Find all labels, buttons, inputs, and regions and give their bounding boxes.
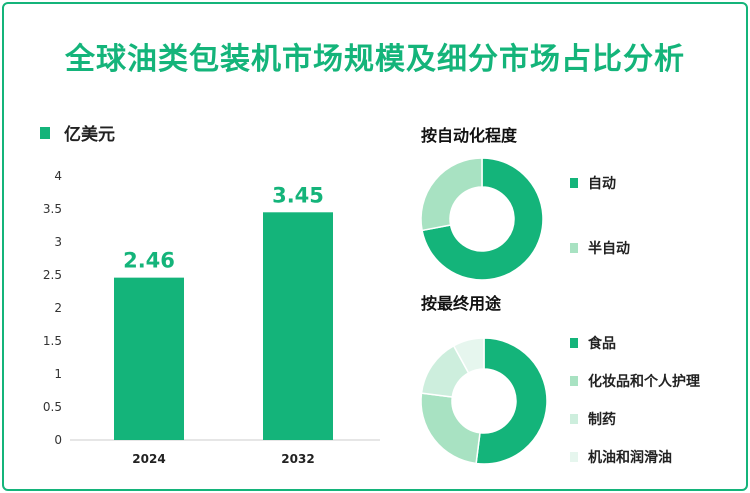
y-tick-label: 3 xyxy=(54,235,62,249)
bar-2032 xyxy=(263,212,333,440)
legend-label: 亿美元 xyxy=(64,125,115,145)
legend-swatch xyxy=(570,376,578,386)
donut2-legend-item: 化妆品和个人护理 xyxy=(570,371,700,391)
donut-slice-1 xyxy=(420,157,483,232)
donut1-legend-item: 半自动 xyxy=(570,238,630,258)
donut2-legend-label: 制药 xyxy=(588,412,616,428)
y-tick-label: 4 xyxy=(54,169,62,183)
donut-slice-0 xyxy=(421,157,544,281)
donut2-legend-label: 化妆品和个人护理 xyxy=(588,374,700,390)
legend-swatch xyxy=(570,178,578,188)
bar-2024 xyxy=(114,277,184,440)
y-tick-label: 0 xyxy=(54,433,62,447)
y-tick-label: 0.5 xyxy=(43,400,62,414)
y-tick-label: 2 xyxy=(54,301,62,315)
donut-slice-1 xyxy=(420,392,481,465)
donut1-legend-label: 自动 xyxy=(588,176,616,192)
donut-title-automation: 按自动化程度 xyxy=(421,126,518,145)
x-tick-label: 2024 xyxy=(132,452,165,466)
page-title: 全球油类包装机市场规模及细分市场占比分析 xyxy=(65,42,685,77)
x-tick-label: 2032 xyxy=(281,452,314,466)
donut2-legend-item: 制药 xyxy=(570,409,616,429)
legend-swatch xyxy=(570,452,578,462)
donut2-legend-label: 食品 xyxy=(588,336,616,352)
donut2-legend-item: 机油和润滑油 xyxy=(570,447,672,467)
y-tick-label: 1.5 xyxy=(43,334,62,348)
legend-swatch xyxy=(570,338,578,348)
legend-swatch xyxy=(570,414,578,424)
legend-swatch xyxy=(40,126,50,139)
donut1-legend-label: 半自动 xyxy=(588,241,630,257)
bar-legend: 亿美元 xyxy=(40,120,115,145)
legend-swatch xyxy=(570,243,578,253)
y-tick-label: 3.5 xyxy=(43,202,62,216)
y-tick-label: 1 xyxy=(54,367,62,381)
donut1-legend-item: 自动 xyxy=(570,173,616,193)
donut-title-end-use: 按最终用途 xyxy=(421,294,502,313)
donut-slice-3 xyxy=(452,337,485,374)
bar-value-label: 2.46 xyxy=(123,249,175,273)
donut2-legend-label: 机油和润滑油 xyxy=(588,450,672,466)
donut2-legend-item: 食品 xyxy=(570,333,616,353)
y-tick-label: 2.5 xyxy=(43,268,62,282)
donut-slice-0 xyxy=(475,337,548,465)
bar-value-label: 3.45 xyxy=(272,183,324,207)
